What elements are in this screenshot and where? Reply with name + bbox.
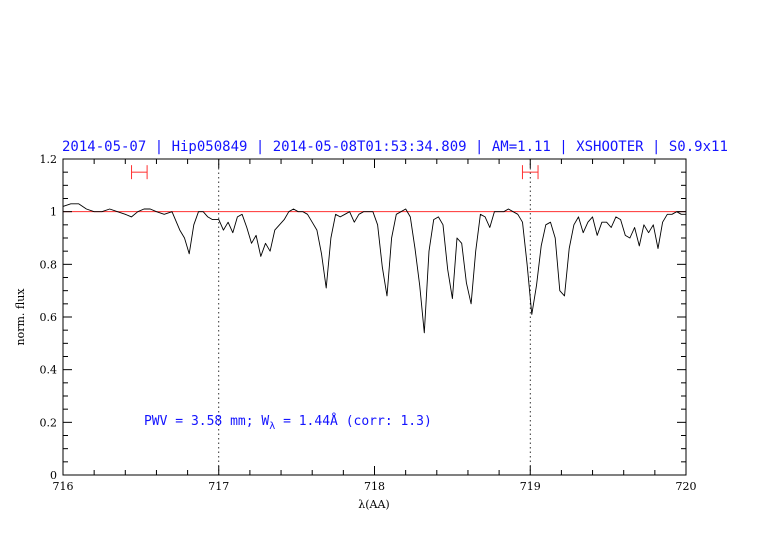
y-tick-label: 0.4 (40, 364, 58, 377)
x-tick-label: 719 (520, 480, 541, 493)
y-tick-label: 0 (50, 469, 57, 482)
annotation-subscript: λ (269, 421, 275, 432)
y-tick-label: 0.8 (40, 258, 58, 271)
annotation-suffix: = 1.44Å (corr: 1.3) (275, 413, 432, 429)
pwv-annotation: PWV = 3.58 mm; Wλ = 1.44Å (corr: 1.3) (144, 413, 432, 432)
x-tick-label: 718 (364, 480, 385, 493)
y-tick-label: 0.2 (40, 416, 58, 429)
y-tick-label: 0.6 (40, 311, 58, 324)
continuum-window-0 (131, 165, 148, 180)
y-axis-label: norm. flux (14, 288, 27, 346)
y-tick-label: 1 (50, 206, 57, 219)
x-axis-label: λ(AA) (358, 498, 389, 511)
axes: 716 717 718 719 720 0 0.2 0.4 0.6 0.8 1 1.2 (40, 153, 697, 493)
y-tick-label: 1.2 (40, 153, 58, 166)
x-tick-label: 716 (53, 480, 74, 493)
x-tick-label: 717 (208, 480, 229, 493)
continuum-window-1 (521, 165, 539, 180)
plot-area (62, 159, 686, 475)
chart-title: 2014-05-07 | Hip050849 | 2014-05-08T01:5… (62, 139, 728, 155)
x-tick-label: 720 (676, 480, 697, 493)
spectrum-line-0 (62, 203, 686, 334)
annotation-prefix: PWV = 3.58 mm; W (144, 414, 269, 429)
